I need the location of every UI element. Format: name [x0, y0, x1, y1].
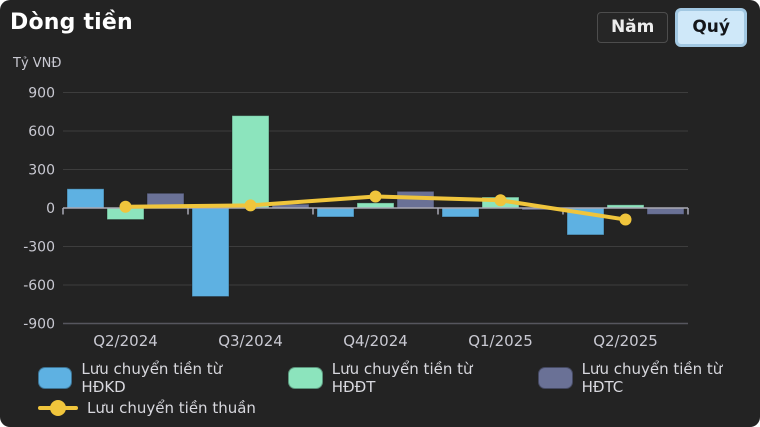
period-button-quarter[interactable]: Quý [675, 8, 747, 47]
y-tick-label: 0 [46, 201, 55, 217]
net-cashflow-point-4[interactable] [619, 213, 632, 226]
net-cashflow-point-3[interactable] [494, 194, 507, 207]
x-tick-label: Q2/2025 [593, 332, 658, 350]
legend-label-net: Lưu chuyển tiền thuần [87, 399, 256, 417]
card-header: Dòng tiền Năm Quý [0, 0, 760, 47]
y-axis-unit-label: Tỷ VNĐ [13, 56, 62, 71]
legend-label-hdtc: Lưu chuyển tiền từ HĐTC [581, 360, 723, 396]
bar-2-3[interactable] [521, 207, 560, 211]
legend-item-net[interactable]: Lưu chuyển tiền thuần [38, 399, 256, 417]
bar-2-4[interactable] [646, 207, 685, 215]
net-cashflow-point-0[interactable] [119, 200, 132, 213]
x-tick-label: Q4/2024 [343, 332, 408, 350]
legend-row-2: Lưu chuyển tiền thuần [0, 393, 760, 423]
bar-2-1[interactable] [271, 203, 310, 209]
page-title: Dòng tiền [10, 10, 133, 35]
y-tick-label: -900 [23, 317, 55, 333]
x-tick-label: Q1/2025 [468, 332, 533, 350]
bar-0-2[interactable] [316, 207, 355, 218]
bar-1-1[interactable] [231, 115, 270, 209]
period-button-year[interactable]: Năm [596, 12, 669, 43]
legend-item-hdtc[interactable]: Lưu chuyển tiền từ HĐTC [538, 360, 760, 396]
y-tick-label: -600 [23, 278, 55, 294]
legend-label-hddt: Lưu chuyển tiền từ HĐĐT [331, 360, 473, 396]
chart-legend: Lưu chuyển tiền từ HĐKD Lưu chuyển tiền … [0, 360, 760, 423]
legend-label-hdkd: Lưu chuyển tiền từ HĐKD [81, 360, 223, 396]
bar-0-4[interactable] [566, 207, 605, 236]
x-tick-label: Q2/2024 [93, 332, 158, 350]
bar-0-0[interactable] [66, 188, 105, 209]
net-line-dot [50, 400, 66, 416]
legend-item-hddt[interactable]: Lưu chuyển tiền từ HĐĐT [288, 360, 512, 396]
bar-1-2[interactable] [356, 202, 395, 209]
net-cashflow-point-2[interactable] [369, 190, 382, 203]
x-tick-label: Q3/2024 [218, 332, 283, 350]
y-tick-label: 300 [28, 163, 55, 179]
bar-1-4[interactable] [606, 204, 645, 209]
period-toggle: Năm Quý [596, 8, 747, 47]
net-line-swatch-icon [38, 399, 78, 417]
bar-2-2[interactable] [396, 190, 435, 209]
bar-0-3[interactable] [441, 207, 480, 218]
y-tick-label: 600 [28, 124, 55, 140]
legend-item-hdkd[interactable]: Lưu chuyển tiền từ HĐKD [38, 360, 262, 396]
hdtc-swatch-icon [538, 367, 573, 389]
hddt-swatch-icon [288, 367, 323, 389]
legend-row-1: Lưu chuyển tiền từ HĐKD Lưu chuyển tiền … [0, 360, 760, 396]
net-cashflow-point-1[interactable] [244, 199, 257, 212]
y-tick-label: 900 [28, 86, 55, 102]
y-tick-label: -300 [23, 240, 55, 256]
hdkd-swatch-icon [38, 367, 73, 389]
bar-2-0[interactable] [146, 192, 185, 209]
bar-0-1[interactable] [191, 207, 230, 298]
